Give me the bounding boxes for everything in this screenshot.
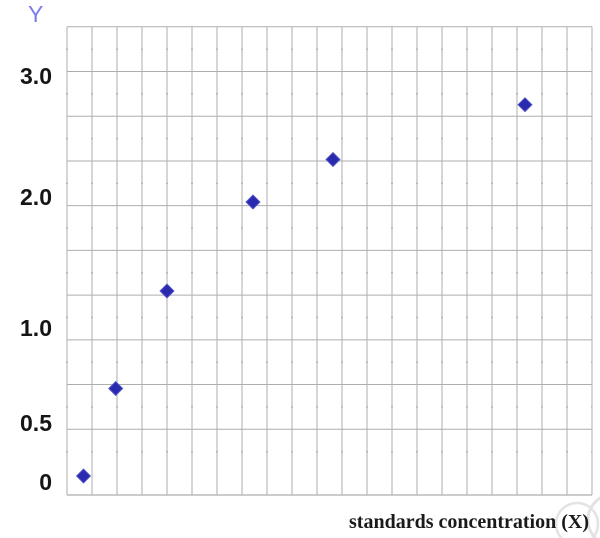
y-tick-label: 0 bbox=[39, 469, 52, 495]
y-tick-label: 2.0 bbox=[20, 183, 52, 210]
watermark-ring bbox=[586, 496, 600, 538]
y-tick-label: 1.0 bbox=[20, 315, 52, 341]
y-axis-title: Y bbox=[28, 1, 44, 27]
data-point-diamond bbox=[245, 194, 261, 210]
y-tick-label: 3.0 bbox=[20, 62, 52, 89]
data-point-diamond bbox=[159, 283, 175, 299]
y-tick-label: 0.5 bbox=[20, 410, 52, 436]
data-point-diamond bbox=[325, 151, 341, 168]
data-point-diamond bbox=[108, 380, 124, 397]
x-axis-title: standards concentration (X) bbox=[349, 511, 589, 533]
watermark-ring bbox=[554, 501, 600, 538]
data-point-diamond bbox=[75, 468, 92, 484]
data-point-diamond bbox=[517, 97, 533, 113]
